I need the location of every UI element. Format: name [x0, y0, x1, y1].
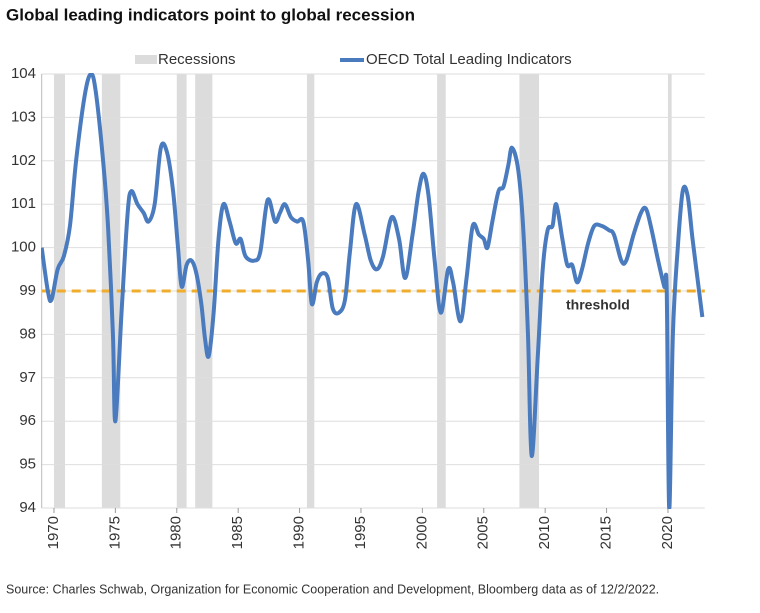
legend-swatch-recessions [135, 55, 157, 64]
x-tick-label: 1980 [168, 516, 185, 549]
y-tick-label: 97 [19, 369, 36, 386]
x-tick-label: 1985 [229, 516, 246, 549]
y-tick-label: 100 [11, 239, 36, 256]
legend-label: Recessions [158, 51, 236, 68]
x-tick-label: 2015 [598, 516, 615, 549]
y-tick-label: 101 [11, 195, 36, 212]
x-tick-label: 2010 [536, 516, 553, 549]
chart-title: Global leading indicators point to globa… [6, 5, 415, 24]
x-tick-label: 1970 [45, 516, 62, 549]
x-tick-label: 2020 [659, 516, 676, 549]
y-tick-label: 103 [11, 108, 36, 125]
legend: Recessions OECD Total Leading Indicators [135, 51, 572, 68]
y-tick-label: 99 [19, 282, 36, 299]
y-tick-label: 94 [19, 499, 36, 516]
source-note: Source: Charles Schwab, Organization for… [6, 582, 659, 596]
y-tick-label: 98 [19, 325, 36, 342]
x-tick-label: 1995 [352, 516, 369, 549]
y-tick-label: 95 [19, 456, 36, 473]
y-tick-label: 104 [11, 65, 36, 82]
x-tick-label: 2005 [475, 516, 492, 549]
y-tick-label: 96 [19, 412, 36, 429]
data-line [41, 73, 705, 509]
legend-label: OECD Total Leading Indicators [366, 51, 572, 68]
y-tick-label: 102 [11, 152, 36, 169]
x-tick-label: 2000 [413, 516, 430, 549]
x-tick-label: 1990 [291, 516, 308, 549]
threshold-label: threshold [566, 297, 630, 313]
x-tick-label: 1975 [106, 516, 123, 549]
